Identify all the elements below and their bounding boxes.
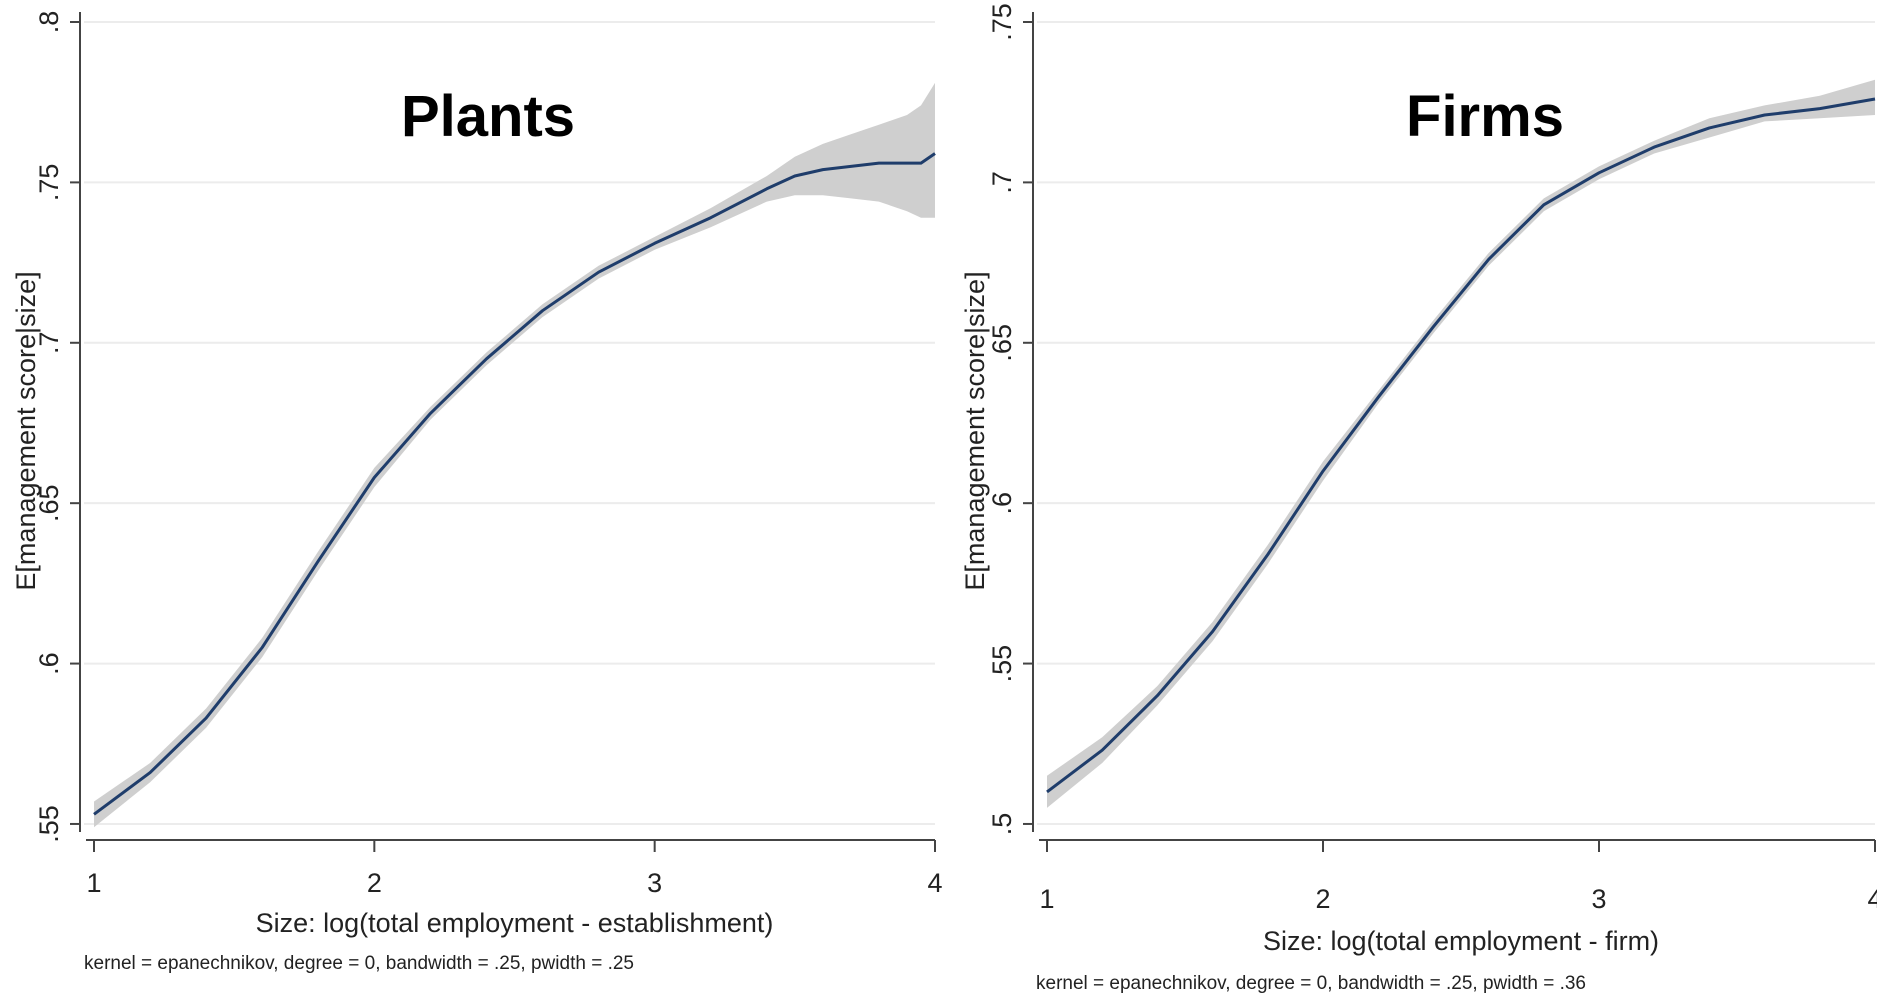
y-tick-label: .6	[34, 652, 64, 675]
series-line	[93, 152, 936, 816]
x-axis-title: Size: log(total employment - establishme…	[256, 908, 774, 938]
x-tick-label: 1	[1039, 884, 1054, 914]
x-tick-label: 1	[86, 868, 101, 898]
series-line	[1046, 97, 1876, 794]
confidence-band	[1047, 79, 1875, 808]
y-tick-label: .55	[987, 645, 1017, 683]
confidence-band	[94, 82, 935, 828]
y-axis-title: E[management score|size]	[960, 271, 990, 590]
y-tick-label: .7	[34, 332, 64, 355]
chart-note: kernel = epanechnikov, degree = 0, bandw…	[1036, 973, 1586, 994]
x-tick-label: 3	[1591, 884, 1606, 914]
y-tick-label: .5	[987, 813, 1017, 836]
x-tick-label: 4	[927, 868, 942, 898]
x-tick-label: 3	[647, 868, 662, 898]
chart-note: kernel = epanechnikov, degree = 0, bandw…	[84, 953, 634, 974]
x-axis-title: Size: log(total employment - firm)	[1263, 926, 1659, 956]
chart-panel-1: .55 .6 .65 .7 .75 .8 1 2 3 4 Size: log(total emplo…	[11, 11, 943, 974]
x-tick-label: 4	[1867, 884, 1877, 914]
chart-title: Firms	[1406, 84, 1564, 149]
y-tick-label: .6	[987, 492, 1017, 515]
y-tick-label: .8	[34, 11, 64, 34]
x-tick-label: 2	[367, 868, 382, 898]
y-tick-label: .65	[987, 324, 1017, 362]
y-tick-label: .7	[987, 171, 1017, 194]
y-axis-title: E[management score|size]	[11, 271, 41, 590]
y-tick-label: .75	[987, 3, 1017, 41]
chart-title: Plants	[401, 84, 575, 149]
y-tick-label: .65	[34, 484, 64, 522]
x-tick-label: 2	[1315, 884, 1330, 914]
y-tick-label: .75	[34, 164, 64, 202]
y-tick-label: .55	[34, 805, 64, 843]
chart-panel-2: .5 .55 .6 .65 .7 .75 1 2 3 4 Size: log(total emplo…	[960, 3, 1877, 994]
